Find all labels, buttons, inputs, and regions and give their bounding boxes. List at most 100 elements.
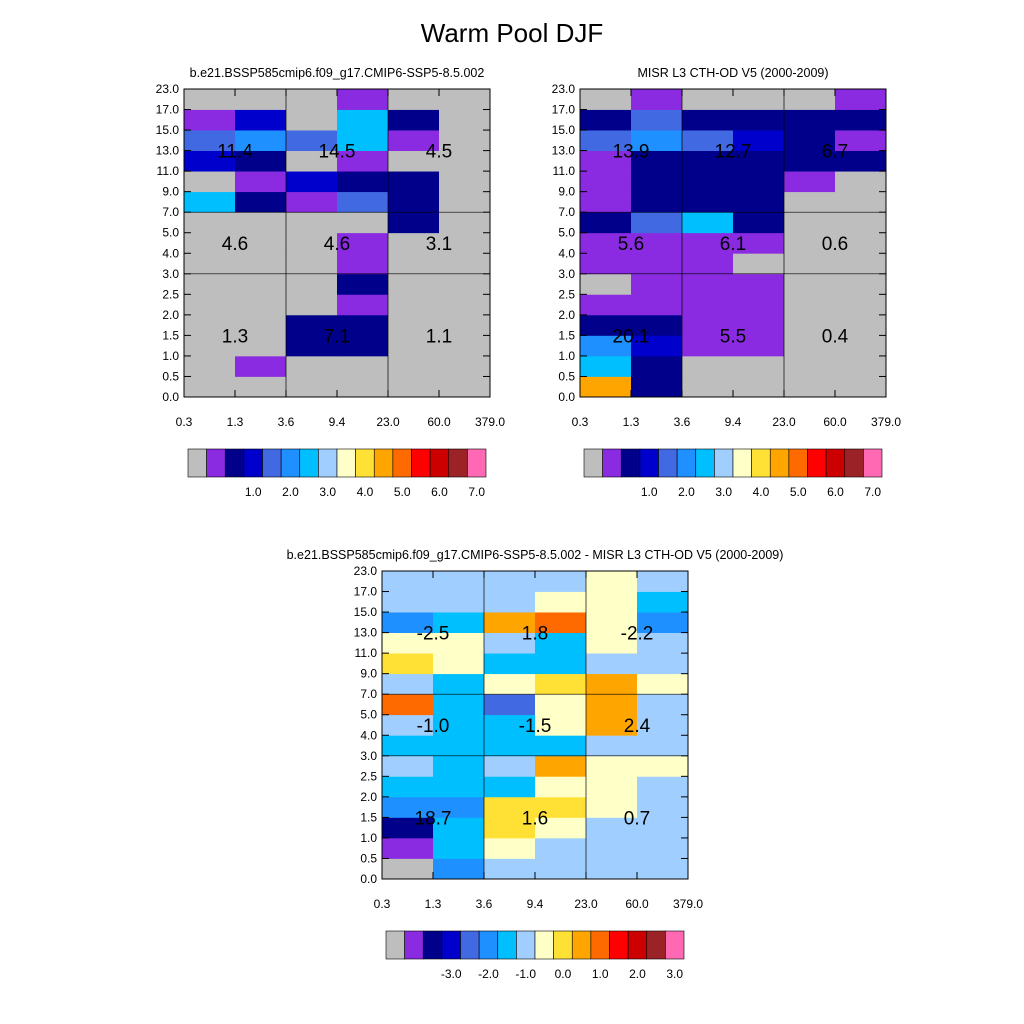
heatmap-cell [682, 232, 734, 254]
heatmap-cell [433, 632, 485, 654]
heatmap-cell [580, 335, 632, 357]
heatmap-cell [286, 130, 338, 151]
heatmap-cell [184, 314, 236, 336]
x-tick-label: 60.0 [625, 897, 649, 911]
heatmap-cell [382, 591, 434, 613]
section-value-label: 0.4 [822, 326, 849, 347]
y-tick-label: 2.0 [162, 308, 179, 322]
heatmap-cell [835, 273, 887, 295]
section-value-label: 4.6 [222, 234, 248, 255]
heatmap-cell [631, 253, 683, 275]
section-value-label: 1.1 [426, 326, 452, 347]
heatmap-cell [535, 858, 587, 880]
panel-title: MISR L3 CTH-OD V5 (2000-2009) [637, 66, 828, 80]
heatmap-cell [631, 314, 683, 336]
heatmap-cell [337, 376, 389, 398]
colorbar-swatch [243, 448, 263, 478]
y-tick-label: 15.0 [354, 605, 378, 619]
colorbar-swatch [429, 448, 450, 478]
heatmap-cell [388, 109, 440, 131]
heatmap-cell [784, 212, 836, 234]
heatmap-cell [388, 294, 440, 316]
heatmap-cell [433, 858, 485, 880]
y-tick-label: 7.0 [360, 687, 377, 701]
x-tick-label: 23.0 [772, 415, 796, 429]
heatmap-cell [433, 776, 485, 798]
heatmap-cell [382, 858, 434, 880]
colorbar-swatch [299, 448, 319, 478]
heatmap-cell [439, 109, 491, 131]
heatmap-cell [682, 212, 734, 234]
heatmap-cell [433, 755, 485, 777]
heatmap-cell [631, 232, 683, 254]
colorbar-label: 3.0 [319, 485, 336, 499]
y-tick-label: 3.0 [360, 749, 377, 763]
heatmap-cell [733, 294, 785, 316]
heatmap-cell [184, 130, 236, 151]
heatmap-cell [784, 314, 836, 336]
section-value-label: 0.7 [624, 808, 650, 829]
x-tick-label: 9.4 [725, 415, 742, 429]
colorbar-swatch [336, 448, 356, 478]
colorbar-swatch [385, 930, 405, 960]
y-tick-label: 0.5 [360, 851, 377, 865]
colorbar-label: 5.0 [790, 485, 807, 499]
heatmap-cell [184, 335, 236, 357]
heatmap-cell [631, 355, 683, 377]
heatmap-cell [388, 130, 440, 151]
figure-title: Warm Pool DJF [420, 18, 604, 48]
heatmap-cell [235, 253, 287, 275]
heatmap-cell [286, 150, 338, 172]
heatmap-cell [382, 755, 434, 777]
heatmap-cell [631, 89, 683, 110]
heatmap-cell [184, 253, 236, 275]
section-value-label: 12.7 [715, 142, 752, 163]
heatmap-cell [784, 335, 836, 357]
heatmap-cell [235, 89, 287, 110]
heatmap-cell [535, 612, 587, 633]
heatmap-cell [733, 191, 785, 213]
section-value-label: -2.5 [417, 624, 450, 645]
heatmap-cell [439, 171, 491, 193]
heatmap-cell [388, 150, 440, 172]
heatmap-cell [286, 335, 338, 357]
heatmap-cell [235, 355, 287, 377]
heatmap-cell [433, 591, 485, 613]
x-tick-label: 23.0 [574, 897, 598, 911]
heatmap-cell [631, 294, 683, 316]
heatmap-cell [535, 653, 587, 675]
colorbar-label: -1.0 [515, 967, 536, 981]
colorbar-swatch [769, 448, 790, 478]
heatmap-cell [733, 89, 785, 110]
heatmap-cell [784, 171, 836, 193]
heatmap-cell [433, 653, 485, 675]
heatmap-cell [286, 191, 338, 213]
colorbar-swatch [262, 448, 282, 478]
heatmap-cell [835, 171, 887, 193]
heatmap-cell [784, 294, 836, 316]
heatmap-cell [286, 253, 338, 275]
section-value-label: 5.6 [618, 234, 644, 255]
colorbar-swatch [658, 448, 678, 478]
heatmap-cell [682, 314, 734, 336]
colorbar-swatch [422, 930, 443, 960]
heatmap-cell [286, 109, 338, 131]
heatmap-cell [235, 150, 287, 172]
heatmap-cell [286, 273, 338, 295]
heatmap-cell [835, 355, 887, 377]
heatmap-cell [388, 376, 440, 398]
heatmap-cell [586, 673, 638, 695]
heatmap-cell [484, 694, 536, 716]
heatmap-cell [637, 817, 689, 839]
heatmap-cell [382, 632, 434, 654]
colorbar-swatch [392, 448, 412, 478]
colorbar-swatch [441, 930, 461, 960]
heatmap-cell [637, 837, 689, 859]
heatmap-cell [733, 232, 785, 254]
heatmap-cell [235, 130, 287, 151]
heatmap-cell [484, 796, 536, 818]
heatmap-cell [637, 755, 689, 777]
y-tick-label: 1.0 [558, 349, 575, 363]
heatmap-cell [835, 294, 887, 316]
